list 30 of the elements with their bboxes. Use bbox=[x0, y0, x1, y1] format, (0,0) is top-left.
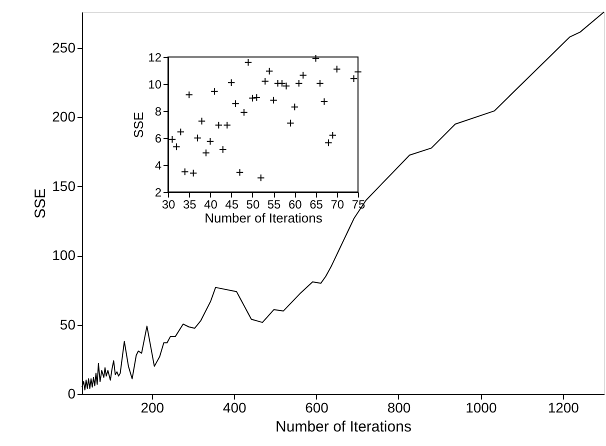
x-tick-label: 30 bbox=[162, 198, 176, 212]
y-axis-title: SSE bbox=[131, 112, 146, 138]
x-tick-label: 35 bbox=[182, 198, 197, 212]
x-tick-label: 60 bbox=[288, 198, 302, 212]
x-axis-title: Number of Iterations bbox=[204, 210, 323, 226]
y-tick-label: 10 bbox=[148, 78, 162, 92]
x-tick-label: 40 bbox=[204, 198, 218, 212]
x-tick-label: 65 bbox=[310, 198, 324, 212]
x-axis-title: Number of Iterations bbox=[276, 418, 412, 436]
x-tick-label: 1200 bbox=[548, 400, 580, 416]
y-tick-label: 150 bbox=[52, 178, 76, 194]
x-tick-label: 400 bbox=[222, 400, 246, 416]
x-tick-label: 50 bbox=[246, 198, 260, 212]
x-tick-label: 55 bbox=[267, 198, 282, 212]
y-tick-label: 6 bbox=[154, 132, 162, 146]
y-tick-label: 12 bbox=[148, 50, 162, 64]
y-tick-label: 4 bbox=[154, 158, 162, 172]
y-tick-label: 8 bbox=[154, 104, 162, 118]
y-tick-label: 0 bbox=[68, 386, 76, 402]
y-axis-title: SSE bbox=[32, 188, 50, 219]
x-tick-label: 600 bbox=[305, 400, 329, 416]
y-tick-label: 50 bbox=[60, 316, 76, 332]
x-tick-label: 45 bbox=[225, 198, 239, 212]
y-tick-label: 100 bbox=[52, 247, 76, 264]
y-tick-label: 200 bbox=[52, 108, 76, 125]
x-tick-label: 800 bbox=[387, 400, 411, 416]
x-tick-label: 70 bbox=[330, 198, 344, 212]
y-tick-label: 250 bbox=[52, 39, 76, 56]
y-tick-label: 2 bbox=[154, 186, 162, 200]
x-tick-label: 1000 bbox=[466, 400, 497, 416]
